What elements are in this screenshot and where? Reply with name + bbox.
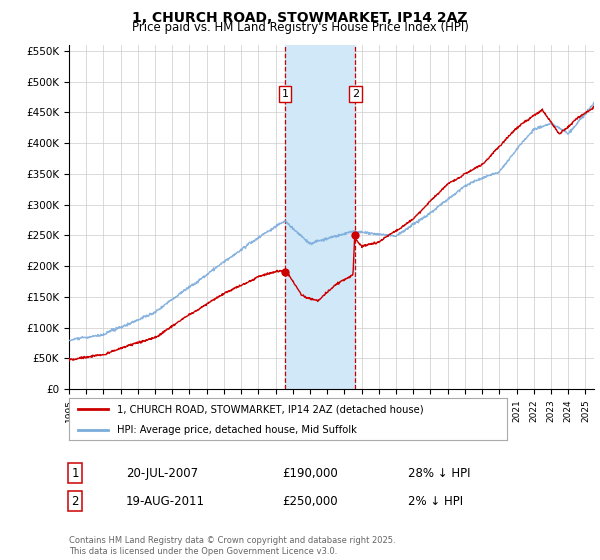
Text: 1, CHURCH ROAD, STOWMARKET, IP14 2AZ: 1, CHURCH ROAD, STOWMARKET, IP14 2AZ <box>132 11 468 25</box>
Text: 2: 2 <box>71 494 79 508</box>
Text: 1: 1 <box>281 89 289 99</box>
Text: 1, CHURCH ROAD, STOWMARKET, IP14 2AZ (detached house): 1, CHURCH ROAD, STOWMARKET, IP14 2AZ (de… <box>117 404 424 414</box>
Text: 2% ↓ HPI: 2% ↓ HPI <box>408 494 463 508</box>
Bar <box>285 45 355 389</box>
Text: 1: 1 <box>71 466 79 480</box>
Text: 28% ↓ HPI: 28% ↓ HPI <box>408 466 470 480</box>
Text: HPI: Average price, detached house, Mid Suffolk: HPI: Average price, detached house, Mid … <box>117 426 357 435</box>
Text: £190,000: £190,000 <box>282 466 338 480</box>
Text: 19-AUG-2011: 19-AUG-2011 <box>126 494 205 508</box>
Text: £250,000: £250,000 <box>282 494 338 508</box>
Text: Contains HM Land Registry data © Crown copyright and database right 2025.
This d: Contains HM Land Registry data © Crown c… <box>69 536 395 556</box>
Text: Price paid vs. HM Land Registry's House Price Index (HPI): Price paid vs. HM Land Registry's House … <box>131 21 469 34</box>
Text: 20-JUL-2007: 20-JUL-2007 <box>126 466 198 480</box>
Text: 2: 2 <box>352 89 359 99</box>
